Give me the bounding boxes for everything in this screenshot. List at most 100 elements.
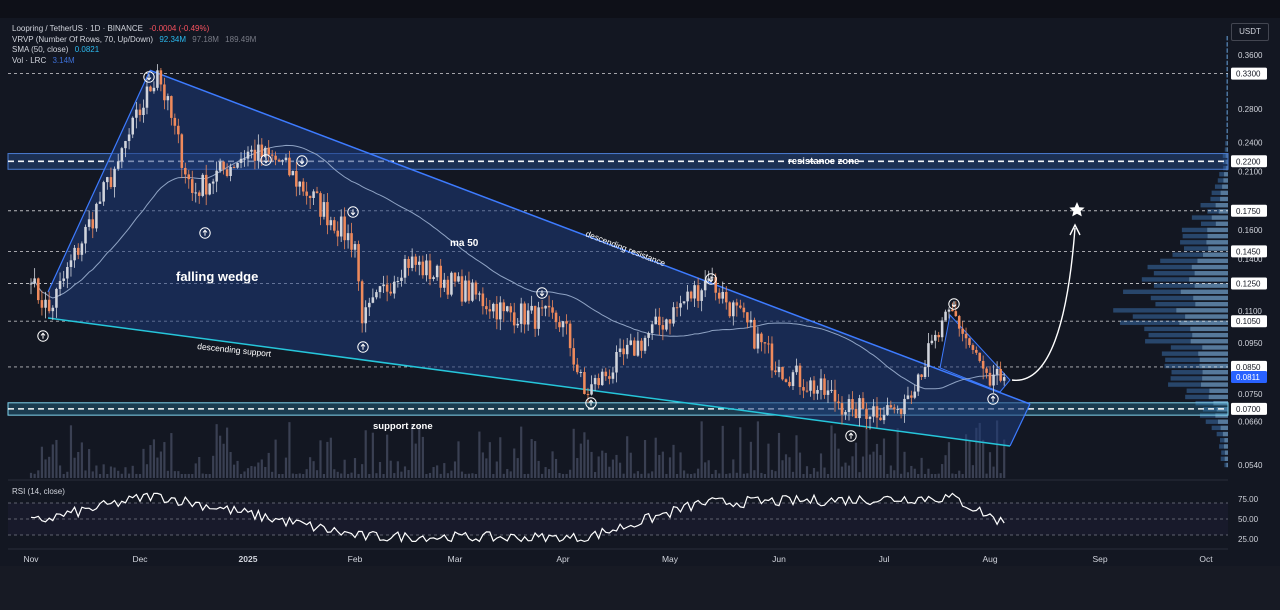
candle-body [861,398,865,409]
candle-body [622,348,625,355]
candle-body [823,378,826,395]
candle-body [385,284,389,292]
candle-body [450,272,453,295]
volume-bar [735,472,738,478]
volume-profile-row [1226,42,1228,47]
candle-body [106,177,109,183]
arrow-up-icon [987,393,999,405]
candle-body [840,403,844,415]
candle-body [636,340,640,356]
volume-bar [968,441,971,478]
volume-bar [576,458,579,478]
sma-value: 0.0821 [74,45,100,54]
volume-bar [654,437,657,478]
vol-label[interactable]: Vol · LRC [12,55,47,65]
candle-body [467,280,471,301]
candle-body [516,323,519,326]
candle-body [407,259,410,268]
candle-body [163,84,166,101]
volume-bar [177,471,180,478]
volume-bar [506,468,509,478]
volume-bar [826,473,830,478]
time-tick-label: 2025 [239,554,258,564]
volume-profile-row-up [1227,110,1228,115]
volume-profile-row [1226,122,1228,127]
volume-bar [281,473,284,478]
candle-body [927,343,930,368]
arrow-down-icon [260,154,272,166]
volume-bar [833,433,837,478]
volume-bar [495,461,498,478]
candle-body [109,177,113,188]
candle-body [579,372,583,374]
volume-bar [66,471,69,478]
volume-profile-row [1161,351,1228,356]
price-tick-label: 0.0660 [1238,418,1263,427]
volume-bar [124,467,127,478]
volume-bar [343,459,346,478]
volume-bar [594,472,597,478]
volume-profile-row [1155,301,1228,307]
volume-bar [460,471,464,478]
volume-bar [350,472,353,478]
candle-body [604,371,608,377]
target-star-icon [1069,202,1085,217]
volume-bar [502,473,505,478]
resistance-zone-label: resistance zone [788,156,859,167]
candle-body [453,272,457,282]
currency-button[interactable]: USDT [1231,23,1269,41]
candle-body [707,278,710,281]
price-tick-label: 0.2400 [1238,138,1263,147]
candle-body [728,302,732,317]
volume-profile-row [1123,289,1228,294]
volume-bar [551,451,554,478]
candle-body [910,395,913,398]
volume-bar [159,451,162,478]
candle-body [329,220,333,226]
volume-bar [875,443,879,478]
volume-bar [920,457,923,478]
candle-body [505,306,509,312]
level-price-text: 0.2200 [1236,157,1261,166]
projection-arrow [1011,227,1076,381]
volume-bar [58,465,62,478]
candle-body [547,305,551,308]
candle-body [333,220,336,231]
volume-bar [658,455,661,478]
volume-bar [173,471,176,478]
candle-body [44,299,47,308]
candle-body [485,306,488,310]
volume-profile-row [1144,326,1228,332]
volume-profile-row [1200,203,1228,208]
volume-bar [243,471,246,478]
volume-bar [48,456,51,478]
volume-profile-row-up [1199,363,1228,369]
volume-bar [690,473,693,478]
symbol-label[interactable]: Loopring / TetherUS · 1D · BINANCE [12,24,144,33]
candle-body [781,366,784,380]
price-tick-label: 0.1400 [1238,255,1263,264]
candle-body [319,193,322,217]
candle-body [371,297,375,303]
volume-profile-row-up [1227,66,1228,72]
candle-body [668,319,672,324]
volume-bar [77,452,80,478]
candle-body [225,169,229,177]
volume-bar [364,430,367,478]
volume-bar [886,473,889,478]
candle-body [961,328,964,334]
vrvp-label[interactable]: VRVP (Number Of Rows, 70, Up/Down) [12,34,154,44]
level-price-tag [1231,315,1267,328]
volume-profile-row-up [1208,394,1228,400]
volume-profile-row [1224,147,1228,152]
sma-label[interactable]: SMA (50, close) [12,45,69,54]
projection-arrowhead [1069,223,1081,236]
arrow-down-icon [536,287,548,299]
rsi-label[interactable]: RSI (14, close) [12,487,65,496]
volume-bar [872,451,875,478]
volume-bar [222,443,225,478]
volume-bar [453,461,457,478]
candle-body [291,170,295,176]
volume-bar [492,473,495,478]
